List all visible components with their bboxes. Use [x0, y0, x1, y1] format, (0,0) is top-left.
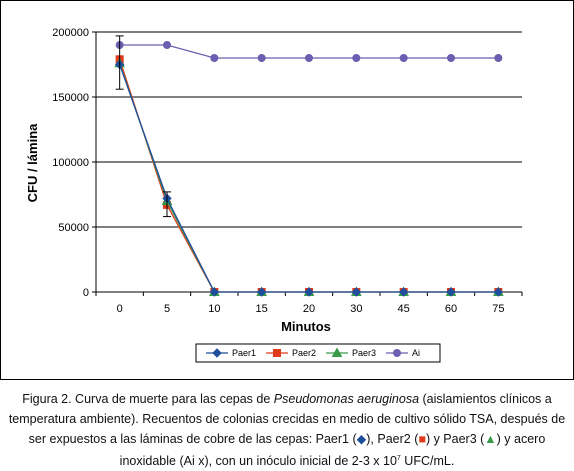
data-point-paer1: [351, 287, 362, 297]
legend-marker-paer3: [331, 347, 343, 357]
legend-label-paer2: Paer2: [292, 348, 316, 358]
data-point-paer1: [304, 287, 314, 297]
legend: Paer1 Paer2 Paer3 Ai: [195, 343, 441, 363]
square-icon: ■: [418, 432, 426, 446]
x-axis-title: Minutos: [281, 319, 331, 334]
data-point-ai: [447, 54, 455, 62]
y-axis-title: CFU / lámina: [25, 123, 40, 203]
caption-text: UFC/mL.: [400, 454, 455, 469]
data-point-ai: [163, 41, 171, 49]
legend-label-paer1: Paer1: [232, 348, 256, 358]
x-tick-label: 15: [256, 303, 268, 315]
series-line-paer3: [119, 62, 499, 293]
axes: [92, 31, 523, 296]
data-point-ai: [399, 54, 408, 62]
x-tick-label: 75: [492, 303, 504, 315]
series: [114, 41, 504, 297]
x-tick-label: 5: [164, 303, 170, 315]
legend-marker-paer1: [212, 348, 222, 358]
caption-text: ) y Paer3 (: [425, 432, 485, 446]
y-tick-label: 0: [83, 287, 89, 299]
y-tick-label: 100000: [52, 157, 89, 169]
x-tick-label: 30: [350, 303, 362, 315]
data-point-paer1: [493, 287, 504, 297]
data-point-ai: [494, 54, 503, 62]
legend-marker-ai: [393, 349, 401, 357]
caption-exponent: 7: [396, 455, 401, 462]
caption-text: ), Paer2 (: [366, 432, 419, 446]
data-point-ai: [257, 54, 266, 62]
data-point-paer1: [209, 287, 220, 297]
y-tick-label: 150000: [52, 92, 89, 104]
diamond-icon: ◆: [356, 432, 367, 446]
legend-marker-paer2: [273, 349, 281, 357]
caption-text: (aislamientos clínicos a temperatura amb…: [8, 392, 566, 446]
x-tick-label: 10: [208, 303, 220, 315]
data-point-paer1: [398, 287, 409, 297]
figure-caption: Figura 2. Curva de muerte para las cepas…: [4, 389, 570, 471]
legend-box: [195, 343, 441, 363]
data-point-paer1: [256, 287, 267, 297]
tick-labels: 0 50000 100000 150000 200000 0 5 10 15 20 30 45 60 75: [52, 27, 504, 315]
y-tick-label: 200000: [52, 27, 89, 39]
legend-label-ai: Ai: [412, 348, 420, 358]
triangle-icon: ▲: [484, 432, 497, 446]
y-tick-label: 50000: [58, 222, 89, 234]
gridlines: [96, 31, 522, 228]
error-bars: [115, 35, 171, 218]
data-point-ai: [305, 54, 313, 62]
x-tick-label: 45: [398, 303, 410, 315]
series-line-paer2: [119, 59, 499, 293]
x-tick-label: 60: [445, 303, 457, 315]
data-point-ai: [352, 54, 361, 62]
caption-species: Pseudomonas aeruginosa: [273, 392, 420, 406]
x-tick-label: 0: [117, 303, 123, 315]
data-point-ai: [210, 54, 219, 62]
legend-label-paer3: Paer3: [352, 348, 376, 358]
x-tick-label: 20: [303, 303, 315, 315]
caption-text: Figura 2. Curva de muerte para las cepas…: [22, 392, 274, 406]
line-chart: 0 50000 100000 150000 200000 0 5 10 15 20 30 45 60 75…: [25, 27, 523, 363]
series-line-paer1: [119, 64, 499, 293]
data-point-paer1: [446, 287, 456, 297]
